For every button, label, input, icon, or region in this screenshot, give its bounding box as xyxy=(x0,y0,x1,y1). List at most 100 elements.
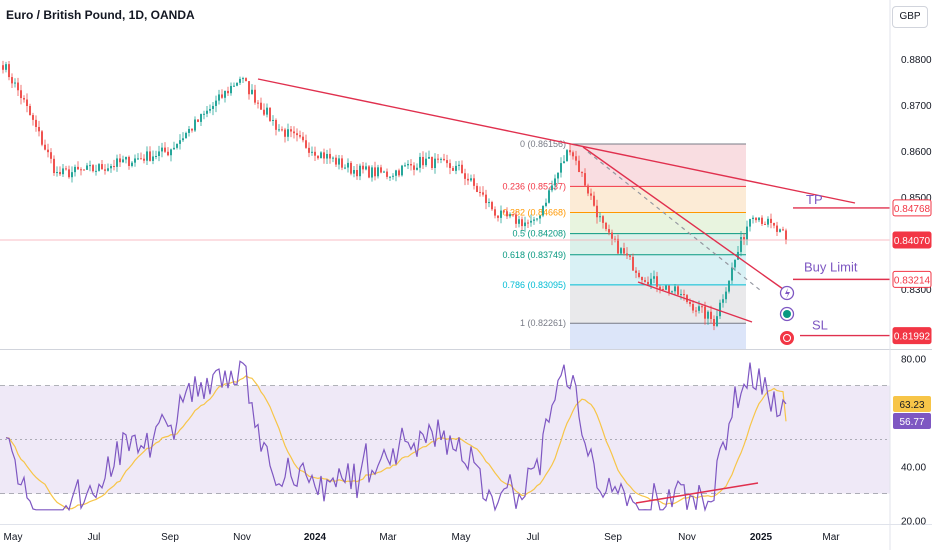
candle-body xyxy=(641,276,643,281)
candle-body xyxy=(596,205,598,218)
symbol-title[interactable]: Euro / British Pound, 1D, OANDA xyxy=(6,8,195,22)
candle-body xyxy=(785,230,787,240)
candle-body xyxy=(632,256,634,271)
candle-body xyxy=(380,167,382,173)
candle-body xyxy=(236,82,238,86)
candle-body xyxy=(65,168,67,170)
candle-body xyxy=(287,129,289,137)
price-label-box xyxy=(892,231,932,249)
candle-body xyxy=(452,168,454,171)
candle-body xyxy=(548,190,550,203)
candle-body xyxy=(239,78,241,83)
time-tick-label: Mar xyxy=(379,532,397,543)
candle-body xyxy=(116,158,118,167)
price-label-text: 0.81992 xyxy=(894,332,931,343)
candle-body xyxy=(404,165,406,167)
candle-body xyxy=(323,152,325,159)
alert-icons[interactable] xyxy=(779,285,795,345)
candle-body xyxy=(701,306,703,308)
candle-body xyxy=(119,158,121,163)
candle-body xyxy=(425,158,427,166)
candle-body xyxy=(665,285,667,290)
candle-body xyxy=(497,215,499,218)
candle-body xyxy=(434,158,436,169)
candle-body xyxy=(446,160,448,164)
candle-body xyxy=(593,195,595,206)
candle-body xyxy=(479,191,481,193)
candle-body xyxy=(59,172,61,175)
candle-body xyxy=(242,78,244,80)
price-candles xyxy=(0,60,890,331)
candle-body xyxy=(557,172,559,179)
fib-level-label: 1 (0.82261) xyxy=(520,318,566,328)
candle-body xyxy=(731,267,733,281)
candle-body xyxy=(494,209,496,216)
candle-body xyxy=(140,158,142,160)
candle-body xyxy=(638,272,640,277)
candle-body xyxy=(344,167,346,169)
candle-body xyxy=(155,155,157,157)
candle-body xyxy=(716,316,718,326)
price-label: 0.84070 xyxy=(892,231,932,249)
candle-body xyxy=(305,140,307,148)
candle-body xyxy=(251,89,253,95)
fib-level-label: 0.618 (0.83749) xyxy=(502,250,566,260)
candle-body xyxy=(782,229,784,231)
candle-body xyxy=(74,166,76,173)
candle-body xyxy=(248,81,250,95)
target-icon[interactable] xyxy=(780,331,794,345)
candle-body xyxy=(779,229,781,232)
candle-body xyxy=(725,291,727,300)
candle-body xyxy=(569,150,571,153)
candle-body xyxy=(56,172,58,174)
candle-body xyxy=(692,304,694,311)
candle-body xyxy=(752,217,754,220)
lightning-alert-icon[interactable] xyxy=(779,285,795,301)
candle-body xyxy=(158,151,160,156)
candle-body xyxy=(122,159,124,163)
candle-body xyxy=(461,164,463,174)
candle-body xyxy=(293,131,295,134)
candle-body xyxy=(23,98,25,100)
currency-badge[interactable]: GBP xyxy=(892,6,928,28)
candle-body xyxy=(5,64,7,70)
candle-body xyxy=(458,164,460,166)
candle-body xyxy=(389,176,391,178)
candle-body xyxy=(455,165,457,171)
candle-body xyxy=(464,173,466,179)
candle-body xyxy=(149,151,151,161)
candle-body xyxy=(47,149,49,153)
fib-level-label: 0.5 (0.84208) xyxy=(512,229,566,239)
candle-body xyxy=(431,156,433,169)
candle-body xyxy=(335,157,337,165)
candle-body xyxy=(470,178,472,181)
candle-body xyxy=(776,225,778,232)
candle-body xyxy=(173,147,175,150)
candle-body xyxy=(659,286,661,290)
candle-body xyxy=(371,167,373,178)
candle-body xyxy=(284,129,286,137)
candle-body xyxy=(572,152,574,157)
fib-level-label: 0 (0.86156) xyxy=(520,139,566,149)
candle-body xyxy=(386,171,388,177)
candle-body xyxy=(419,156,421,168)
candle-body xyxy=(263,109,265,115)
candle-body xyxy=(488,202,490,204)
candle-body xyxy=(203,113,205,115)
candle-body xyxy=(110,165,112,169)
trendline-drawings[interactable] xyxy=(257,78,856,323)
green-dot-icon[interactable] xyxy=(779,306,795,322)
candle-body xyxy=(734,259,736,268)
candle-body xyxy=(707,311,709,319)
candle-body xyxy=(350,162,352,174)
rsi-value-text: 56.77 xyxy=(899,417,924,428)
candle-body xyxy=(176,143,178,148)
candle-body xyxy=(215,100,217,106)
candle-body xyxy=(209,108,211,111)
price-label-box xyxy=(892,327,932,345)
candle-body xyxy=(359,165,361,177)
candle-body xyxy=(224,90,226,98)
candle-body xyxy=(644,280,646,282)
candle-body xyxy=(80,169,82,171)
